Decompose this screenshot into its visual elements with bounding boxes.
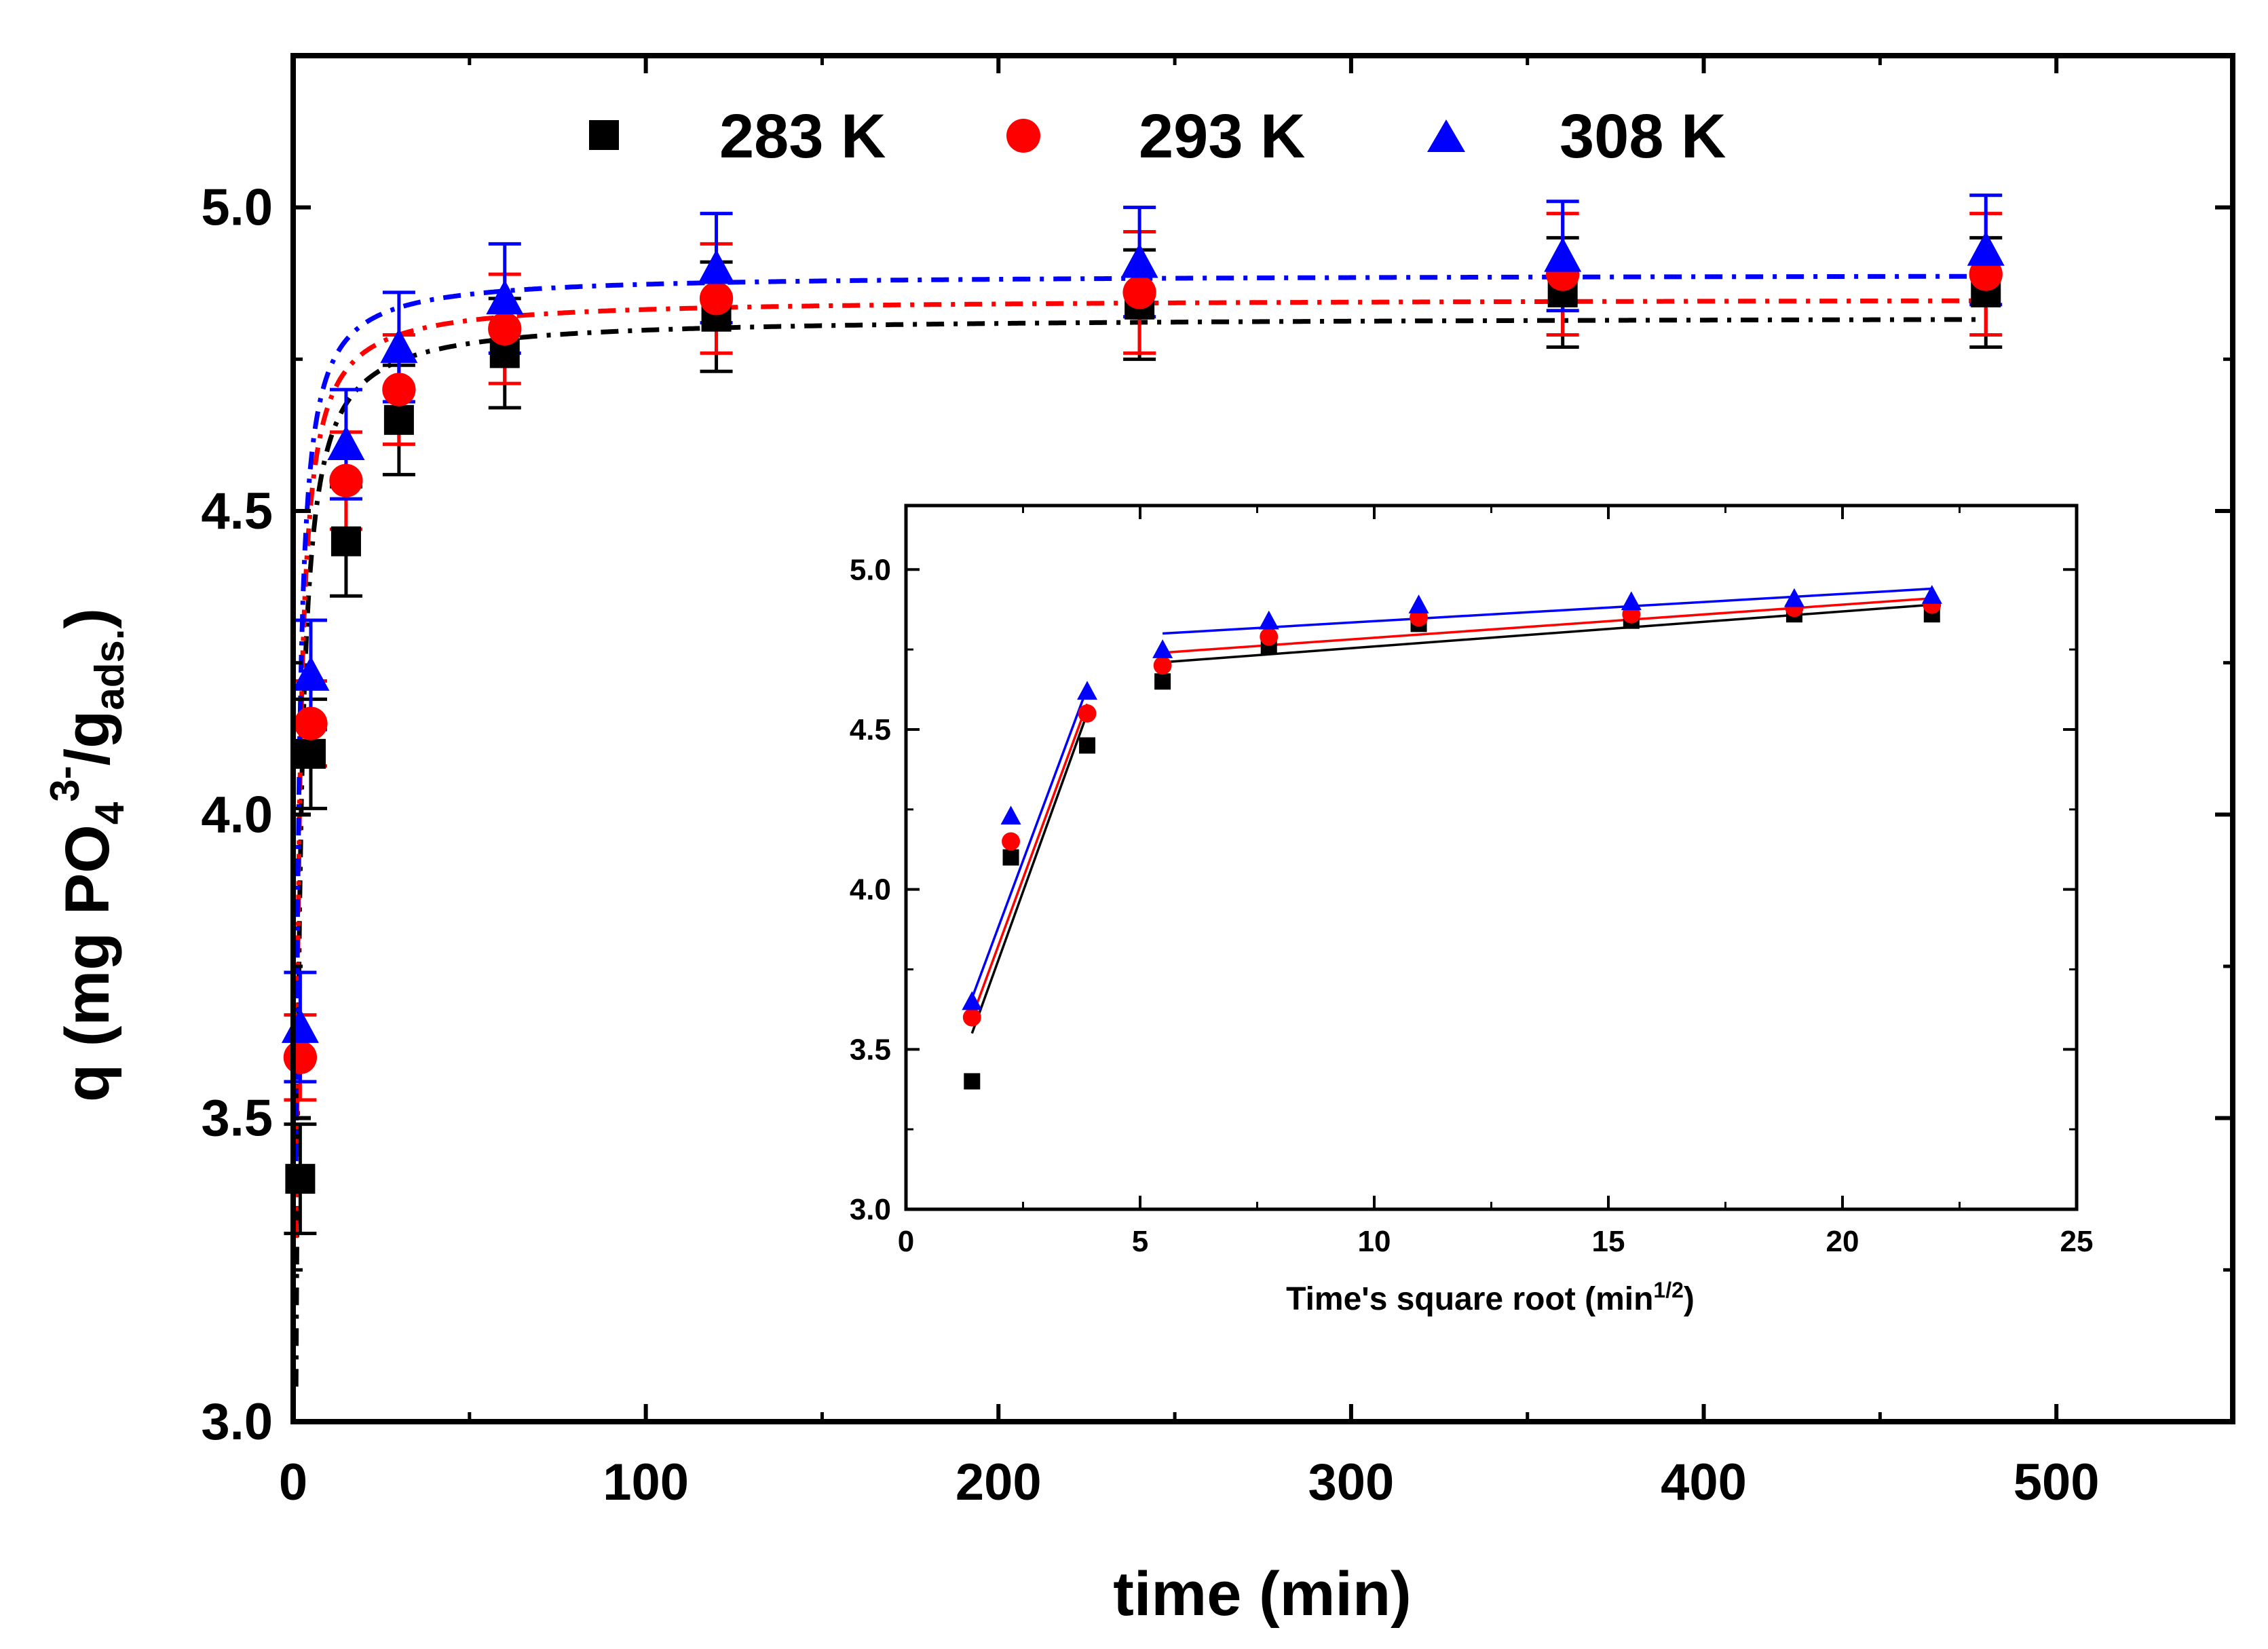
inset-point-308-k xyxy=(1000,805,1021,824)
inset-x-tick-label: 20 xyxy=(1826,1225,1859,1258)
inset-fit-line-308-k xyxy=(970,687,1089,999)
inset-x-axis-label: Time's square root (min1/2) xyxy=(1286,1278,1695,1317)
inset-point-308-k xyxy=(1152,639,1173,658)
main-y-tick-label: 5.0 xyxy=(201,179,273,237)
inset-point-308-k xyxy=(1783,588,1804,607)
legend-marker-triangle xyxy=(1427,119,1465,152)
legend-marker-circle xyxy=(1006,119,1040,153)
data-point-308-k xyxy=(1544,237,1582,272)
inset-y-tick-label: 3.5 xyxy=(850,1033,891,1066)
main-x-tick-label: 500 xyxy=(2014,1454,2100,1511)
data-point-308-k xyxy=(380,328,418,363)
inset-fit-line-293-k xyxy=(1162,596,1932,654)
inset-point-308-k xyxy=(1077,681,1098,700)
inset-point-308-k xyxy=(1408,594,1429,613)
data-point-293-k xyxy=(699,282,734,316)
inset-x-tick-label: 5 xyxy=(1132,1225,1148,1258)
inset-data-markers xyxy=(962,584,1942,1090)
main-y-tick-label: 4.5 xyxy=(201,482,273,540)
data-point-293-k xyxy=(1969,257,2003,291)
legend-label-308k: 308 K xyxy=(1560,102,1726,171)
legend-label-293k: 293 K xyxy=(1139,102,1306,171)
main-y-tick-label: 3.0 xyxy=(201,1393,273,1451)
data-point-283-k xyxy=(285,1164,316,1194)
data-point-308-k xyxy=(1967,231,2005,266)
main-y-tick-label: 3.5 xyxy=(201,1090,273,1148)
inset-point-283-k xyxy=(1079,737,1096,754)
inset-plot: 0 5 10 15 20 25 3.0 3.5 4.0 4.5 5.0 Time's square … xyxy=(850,504,2094,1317)
main-x-tick-label: 200 xyxy=(956,1454,1042,1511)
data-point-293-k xyxy=(382,373,416,406)
inset-x-tick-label: 0 xyxy=(898,1225,914,1258)
inset-y-tick-label: 5.0 xyxy=(850,553,891,586)
inset-point-308-k xyxy=(962,991,983,1010)
data-point-283-k xyxy=(383,404,414,435)
inset-point-293-k xyxy=(1153,656,1172,675)
main-x-tick-label: 100 xyxy=(603,1454,689,1511)
inset-point-283-k xyxy=(1154,673,1171,690)
main-plot-frame xyxy=(290,53,2235,1424)
data-point-283-k xyxy=(295,738,326,769)
legend-marker-square xyxy=(589,120,619,150)
data-point-293-k xyxy=(329,463,363,497)
inset-background xyxy=(906,506,2077,1209)
inset-point-293-k xyxy=(1078,704,1097,723)
data-point-293-k xyxy=(1122,276,1156,309)
main-y-axis-label: q (mg PO43-/gads.) xyxy=(42,608,132,1102)
main-x-axis-label: time (min) xyxy=(1113,1559,1412,1629)
inset-fit-line-283-k xyxy=(970,713,1089,1034)
legend-label-283k: 283 K xyxy=(719,102,886,171)
inset-y-tick-label: 3.0 xyxy=(850,1193,891,1226)
inset-point-283-k xyxy=(1002,849,1019,866)
inset-x-tick-label: 25 xyxy=(2060,1225,2094,1258)
main-x-tick-label: 400 xyxy=(1661,1454,1747,1511)
main-x-tick-label: 300 xyxy=(1308,1454,1395,1511)
inset-point-308-k xyxy=(1258,610,1279,630)
inset-point-293-k xyxy=(962,1008,981,1027)
inset-x-tick-label: 10 xyxy=(1358,1225,1391,1258)
data-point-293-k xyxy=(283,1040,318,1074)
data-point-308-k xyxy=(698,249,736,284)
data-point-308-k xyxy=(292,656,330,691)
inset-y-tick-label: 4.0 xyxy=(850,873,891,907)
inset-fit-line-293-k xyxy=(970,703,1089,1018)
inset-fit-line-283-k xyxy=(1162,603,1932,664)
inset-point-293-k xyxy=(1260,627,1279,646)
inset-axes: 0 5 10 15 20 25 3.0 3.5 4.0 4.5 5.0 xyxy=(850,504,2094,1258)
data-point-308-k xyxy=(327,425,365,460)
data-point-293-k xyxy=(488,311,522,346)
inset-fit-line-308-k xyxy=(1163,587,1932,635)
inset-point-308-k xyxy=(1921,584,1942,604)
inset-point-308-k xyxy=(1621,591,1642,611)
data-point-283-k xyxy=(330,526,361,556)
main-x-tick-label: 0 xyxy=(279,1454,307,1511)
inset-point-283-k xyxy=(964,1073,981,1090)
inset-fit-lines xyxy=(970,587,1932,1034)
legend: 283 K 293 K 308 K xyxy=(589,102,1726,171)
inset-x-tick-label: 15 xyxy=(1592,1225,1625,1258)
main-data-markers xyxy=(281,231,2005,1194)
data-point-308-k xyxy=(486,280,524,315)
main-y-tick-label: 4.0 xyxy=(201,786,273,844)
data-point-308-k xyxy=(1120,243,1158,278)
data-point-293-k xyxy=(294,706,328,740)
inset-y-tick-label: 4.5 xyxy=(850,713,891,746)
inset-point-293-k xyxy=(1002,832,1021,851)
